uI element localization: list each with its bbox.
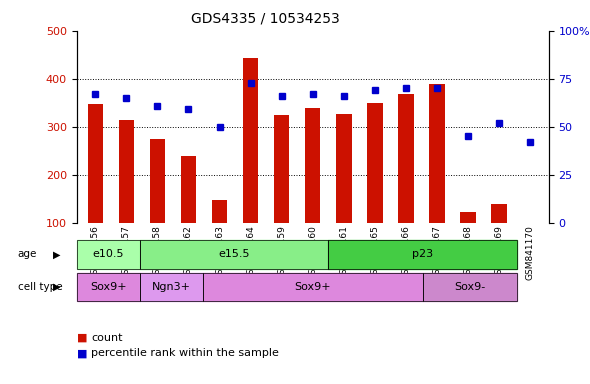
Text: ▶: ▶ bbox=[53, 249, 61, 260]
Text: ■: ■ bbox=[77, 348, 87, 358]
Bar bbox=[150, 139, 165, 223]
Text: GDS4335 / 10534253: GDS4335 / 10534253 bbox=[191, 12, 340, 25]
Bar bbox=[491, 204, 507, 223]
Bar bbox=[243, 58, 258, 223]
Bar bbox=[181, 157, 196, 223]
Bar bbox=[87, 104, 103, 223]
Bar bbox=[522, 223, 538, 268]
Text: Sox9+: Sox9+ bbox=[294, 282, 331, 292]
Text: count: count bbox=[91, 333, 123, 343]
Bar bbox=[212, 200, 227, 223]
Text: cell type: cell type bbox=[18, 282, 63, 292]
Bar bbox=[367, 103, 382, 223]
Bar bbox=[119, 119, 134, 223]
Text: age: age bbox=[18, 249, 37, 260]
Bar bbox=[336, 114, 352, 223]
Text: ■: ■ bbox=[77, 333, 87, 343]
Text: Sox9-: Sox9- bbox=[454, 282, 486, 292]
Text: ▶: ▶ bbox=[53, 282, 61, 292]
Bar bbox=[460, 212, 476, 223]
Bar bbox=[398, 94, 414, 223]
Text: Ngn3+: Ngn3+ bbox=[152, 282, 191, 292]
Text: percentile rank within the sample: percentile rank within the sample bbox=[91, 348, 279, 358]
Bar bbox=[429, 84, 445, 223]
Text: e15.5: e15.5 bbox=[218, 249, 250, 260]
Text: Sox9+: Sox9+ bbox=[90, 282, 126, 292]
Text: e10.5: e10.5 bbox=[93, 249, 124, 260]
Bar bbox=[274, 115, 290, 223]
Bar bbox=[305, 108, 320, 223]
Text: p23: p23 bbox=[412, 249, 434, 260]
